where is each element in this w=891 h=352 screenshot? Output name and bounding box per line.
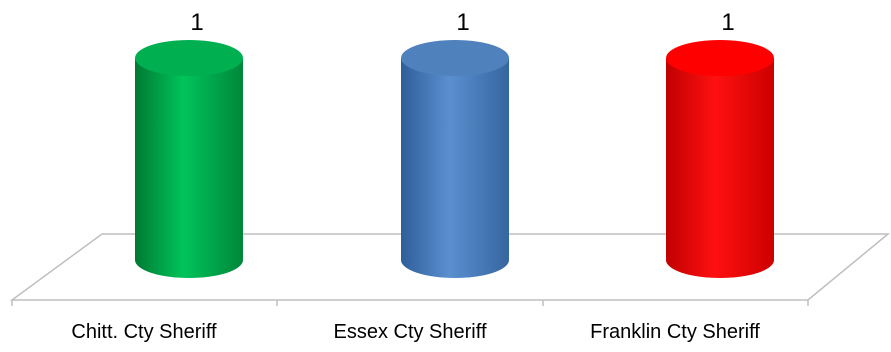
data-label: 1 bbox=[456, 9, 469, 36]
x-tick-label: Franklin Cty Sheriff bbox=[590, 321, 760, 343]
data-labels: 1 1 1 bbox=[190, 9, 734, 36]
x-tick-label: Essex Cty Sheriff bbox=[333, 321, 486, 343]
bar-top-2 bbox=[666, 40, 774, 76]
bar-top-0 bbox=[135, 40, 243, 76]
x-tick-labels: Chitt. Cty Sheriff Essex Cty Sheriff Frank… bbox=[71, 321, 760, 343]
bar-0 bbox=[135, 58, 243, 278]
bar-series bbox=[135, 40, 774, 278]
bar-2 bbox=[666, 58, 774, 278]
x-tick-label: Chitt. Cty Sheriff bbox=[71, 321, 217, 343]
data-label: 1 bbox=[190, 9, 203, 36]
bar-top-1 bbox=[401, 40, 509, 76]
bar-1 bbox=[401, 58, 509, 278]
data-label: 1 bbox=[721, 9, 734, 36]
